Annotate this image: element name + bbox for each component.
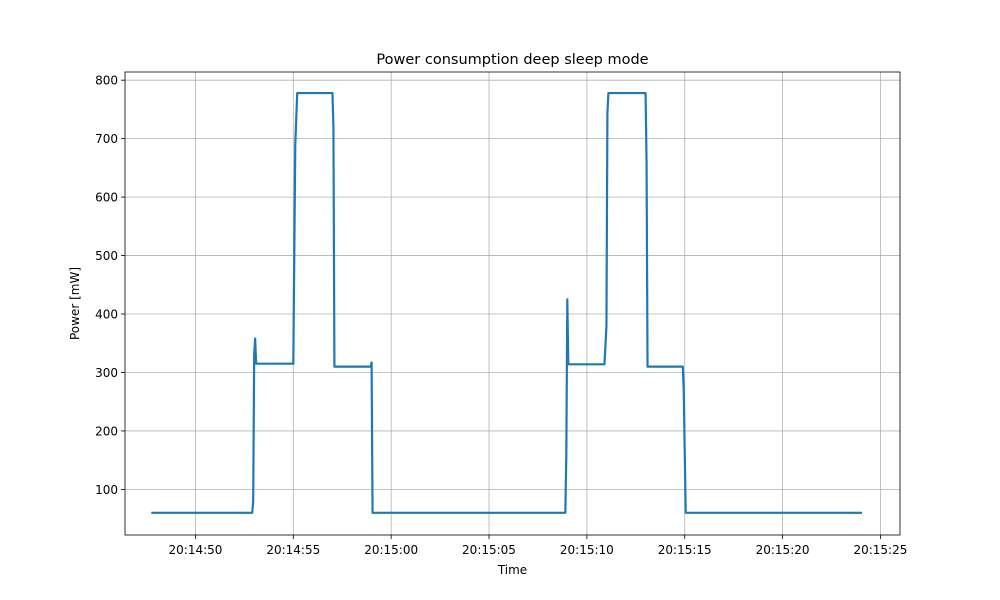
x-tick-label: 20:14:50 bbox=[169, 543, 223, 557]
y-axis: 100 200 300 400 500 600 700 800 bbox=[95, 74, 125, 497]
y-tick-label: 500 bbox=[95, 249, 118, 263]
x-axis: 20:14:50 20:14:55 20:15:00 20:15:05 20:15:10… bbox=[169, 535, 907, 557]
x-tick-label: 20:15:20 bbox=[756, 543, 810, 557]
y-tick-label: 200 bbox=[95, 424, 118, 438]
y-tick-label: 100 bbox=[95, 483, 118, 497]
y-tick-label: 300 bbox=[95, 366, 118, 380]
y-tick-label: 600 bbox=[95, 191, 118, 205]
y-tick-label: 700 bbox=[95, 132, 118, 146]
y-tick-label: 800 bbox=[95, 74, 118, 88]
power-series-line bbox=[151, 91, 862, 514]
y-tick-label: 400 bbox=[95, 308, 118, 322]
x-tick-label: 20:15:15 bbox=[658, 543, 712, 557]
x-tick-label: 20:15:05 bbox=[462, 543, 516, 557]
y-axis-label: Power [mW] bbox=[68, 267, 82, 340]
plot-frame bbox=[124, 71, 901, 536]
chart-title: Power consumption deep sleep mode bbox=[376, 52, 648, 68]
x-tick-label: 20:15:25 bbox=[853, 543, 907, 557]
x-axis-label: Time bbox=[497, 563, 527, 577]
x-tick-label: 20:15:10 bbox=[560, 543, 614, 557]
x-tick-label: 20:15:00 bbox=[364, 543, 418, 557]
series-layer bbox=[151, 91, 862, 514]
x-tick-label: 20:14:55 bbox=[266, 543, 320, 557]
